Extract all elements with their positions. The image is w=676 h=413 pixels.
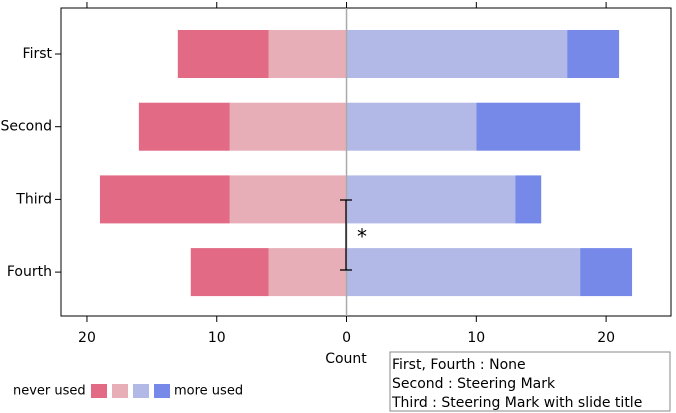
y-tick-label: Second bbox=[0, 119, 52, 135]
legend-swatch bbox=[154, 384, 170, 398]
legend-swatch bbox=[112, 384, 128, 398]
bar-segment bbox=[229, 175, 347, 224]
bar-segment bbox=[346, 175, 516, 224]
x-tick-label: 20 bbox=[78, 330, 96, 346]
significance-bracket bbox=[340, 199, 352, 271]
note: Third : Steering Mark with slide title bbox=[391, 395, 642, 411]
bar-segment bbox=[99, 175, 230, 224]
plot-frame bbox=[60, 7, 672, 317]
y-tick-label: Third bbox=[15, 191, 52, 207]
bar-segment bbox=[346, 30, 568, 78]
x-tick-label: 10 bbox=[467, 330, 485, 346]
legend-swatch bbox=[133, 384, 149, 398]
legend-swatch bbox=[91, 384, 107, 398]
bar-segment bbox=[138, 102, 230, 151]
x-tick-label: 10 bbox=[208, 330, 226, 346]
annotation: * bbox=[357, 225, 367, 249]
bar-segment bbox=[268, 248, 347, 297]
x-axis-label: Count bbox=[325, 351, 367, 367]
legend-label: never used bbox=[13, 384, 86, 399]
x-tick-label: 20 bbox=[597, 330, 615, 346]
bar-segment bbox=[346, 102, 477, 151]
bar-segment bbox=[515, 175, 542, 224]
notes-box bbox=[389, 351, 671, 412]
x-tick-label: 0 bbox=[342, 330, 351, 346]
bar-segment bbox=[190, 248, 269, 297]
note: Second : Steering Mark bbox=[392, 376, 556, 392]
legend-label: more used bbox=[174, 384, 243, 399]
note: First, Fourth : None bbox=[392, 357, 526, 373]
bar-segment bbox=[567, 30, 620, 78]
bar-segment bbox=[476, 102, 581, 151]
y-tick-label: Fourth bbox=[7, 264, 52, 280]
bar-segment bbox=[229, 102, 347, 151]
bar-segment bbox=[268, 30, 347, 78]
bar-segment bbox=[177, 30, 269, 78]
y-tick-label: First bbox=[23, 46, 53, 62]
bar-segment bbox=[346, 248, 581, 297]
bar-segment bbox=[580, 248, 633, 297]
